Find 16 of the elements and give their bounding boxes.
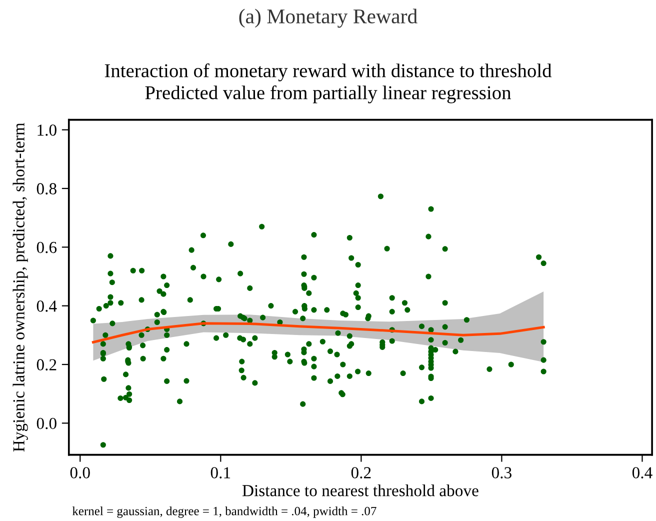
y-tick-label: 0.8 xyxy=(36,183,56,194)
chart-subtitle: Interaction of monetary reward with distance to threshold Predicted value from partially linear regression xyxy=(104,63,552,104)
x-axis-title: Distance to nearest threshold above xyxy=(242,484,478,496)
y-tick-label: 0.0 xyxy=(36,418,56,430)
x-tick-label: 0.0 xyxy=(70,467,90,478)
x-tick-label: 0.3 xyxy=(492,467,512,478)
y-tick-label: 0.6 xyxy=(36,242,57,254)
chart-title: (a) Monetary Reward xyxy=(239,8,418,28)
y-tick-label: 0.4 xyxy=(36,300,57,312)
x-tick-label: 0.2 xyxy=(351,467,371,478)
y-tick-label: 0.2 xyxy=(36,359,56,370)
y-axis-title: Hygienic latrine ownership, predicted, short-term xyxy=(12,122,28,452)
x-tick-label: 0.1 xyxy=(210,467,230,478)
y-tick-label: 1.0 xyxy=(38,124,56,136)
x-tick-label: 0.4 xyxy=(632,467,652,478)
text: kernel = gaussian, degree = 1, bandwidth = .04, pwidth = .07 xyxy=(72,506,376,518)
